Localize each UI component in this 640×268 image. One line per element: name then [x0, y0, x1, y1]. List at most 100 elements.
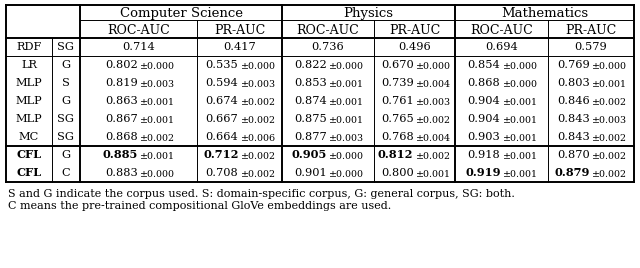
Text: 0.496: 0.496	[398, 42, 431, 52]
Text: 0.822: 0.822	[294, 60, 327, 70]
Text: 0.417: 0.417	[223, 42, 256, 52]
Text: ±0.001: ±0.001	[502, 134, 538, 143]
Text: ±0.000: ±0.000	[592, 62, 627, 71]
Text: 0.918: 0.918	[468, 150, 500, 160]
Text: ROC-AUC: ROC-AUC	[107, 24, 170, 36]
Text: CFL: CFL	[17, 150, 42, 161]
Text: ±0.000: ±0.000	[502, 62, 538, 71]
Text: C: C	[61, 168, 70, 178]
Text: ±0.000: ±0.000	[140, 62, 175, 71]
Text: 0.694: 0.694	[485, 42, 518, 52]
Text: 0.667: 0.667	[205, 114, 239, 124]
Text: 0.712: 0.712	[203, 150, 239, 161]
Text: S: S	[62, 78, 70, 88]
Text: LR: LR	[21, 60, 37, 70]
Text: 0.664: 0.664	[205, 132, 239, 142]
Text: ±0.003: ±0.003	[140, 80, 175, 89]
Text: 0.919: 0.919	[465, 168, 500, 178]
Text: 0.863: 0.863	[105, 96, 138, 106]
Text: ±0.000: ±0.000	[329, 170, 364, 179]
Text: 0.905: 0.905	[292, 150, 327, 161]
Text: G: G	[61, 60, 70, 70]
Text: SG: SG	[58, 42, 74, 52]
Text: ±0.006: ±0.006	[241, 134, 276, 143]
Text: 0.800: 0.800	[381, 168, 413, 178]
Text: ±0.001: ±0.001	[329, 80, 364, 89]
Text: Mathematics: Mathematics	[501, 7, 588, 20]
Text: Computer Science: Computer Science	[120, 7, 243, 20]
Text: 0.904: 0.904	[468, 114, 500, 124]
Text: ±0.003: ±0.003	[592, 116, 627, 125]
Text: ±0.000: ±0.000	[415, 62, 451, 71]
Text: 0.535: 0.535	[205, 60, 239, 70]
Text: ROC-AUC: ROC-AUC	[296, 24, 360, 36]
Text: 0.903: 0.903	[468, 132, 500, 142]
Text: 0.885: 0.885	[102, 150, 138, 161]
Text: 0.819: 0.819	[105, 78, 138, 88]
Text: ±0.000: ±0.000	[502, 80, 538, 89]
Text: PR-AUC: PR-AUC	[565, 24, 616, 36]
Text: 0.670: 0.670	[381, 60, 413, 70]
Text: ±0.001: ±0.001	[502, 116, 538, 125]
Text: CFL: CFL	[17, 168, 42, 178]
Text: 0.875: 0.875	[294, 114, 327, 124]
Text: MLP: MLP	[16, 78, 42, 88]
Text: ±0.001: ±0.001	[329, 116, 364, 125]
Text: ±0.002: ±0.002	[241, 116, 275, 125]
Text: 0.868: 0.868	[468, 78, 500, 88]
Text: ±0.004: ±0.004	[415, 134, 451, 143]
Text: 0.879: 0.879	[555, 168, 590, 178]
Text: 0.868: 0.868	[105, 132, 138, 142]
Text: ±0.003: ±0.003	[329, 134, 364, 143]
Text: G: G	[61, 150, 70, 160]
Text: 0.594: 0.594	[205, 78, 239, 88]
Text: ±0.002: ±0.002	[592, 170, 627, 179]
Text: ±0.001: ±0.001	[140, 98, 175, 107]
Text: PR-AUC: PR-AUC	[389, 24, 440, 36]
Text: ±0.000: ±0.000	[329, 152, 364, 161]
Text: ±0.002: ±0.002	[592, 134, 627, 143]
Text: 0.883: 0.883	[105, 168, 138, 178]
Text: ±0.002: ±0.002	[415, 116, 451, 125]
Text: MLP: MLP	[16, 96, 42, 106]
Text: 0.736: 0.736	[312, 42, 344, 52]
Text: MC: MC	[19, 132, 39, 142]
Text: ±0.003: ±0.003	[415, 98, 451, 107]
Text: 0.901: 0.901	[294, 168, 327, 178]
Text: ±0.001: ±0.001	[329, 98, 364, 107]
Text: SG: SG	[58, 132, 74, 142]
Text: ±0.000: ±0.000	[140, 170, 175, 179]
Text: ±0.002: ±0.002	[241, 170, 275, 179]
Text: ROC-AUC: ROC-AUC	[470, 24, 533, 36]
Text: PR-AUC: PR-AUC	[214, 24, 265, 36]
Text: 0.714: 0.714	[122, 42, 155, 52]
Text: 0.769: 0.769	[557, 60, 590, 70]
Text: 0.674: 0.674	[205, 96, 239, 106]
Text: 0.874: 0.874	[294, 96, 327, 106]
Text: 0.739: 0.739	[381, 78, 413, 88]
Text: 0.708: 0.708	[205, 168, 239, 178]
Text: ±0.002: ±0.002	[241, 98, 275, 107]
Text: S and G indicate the corpus used. S: domain-specific corpus, G: general corpus, : S and G indicate the corpus used. S: dom…	[8, 189, 515, 199]
Text: 0.765: 0.765	[381, 114, 413, 124]
Text: ±0.001: ±0.001	[415, 170, 451, 179]
Text: SG: SG	[58, 114, 74, 124]
Text: ±0.000: ±0.000	[241, 62, 275, 71]
Text: ±0.001: ±0.001	[502, 98, 538, 107]
Text: 0.812: 0.812	[378, 150, 413, 161]
Text: 0.853: 0.853	[294, 78, 327, 88]
Text: ±0.001: ±0.001	[592, 80, 627, 89]
Text: ±0.004: ±0.004	[415, 80, 451, 89]
Text: C means the pre-trained compositional GloVe embeddings are used.: C means the pre-trained compositional Gl…	[8, 201, 391, 211]
Text: ±0.002: ±0.002	[415, 152, 451, 161]
Text: 0.867: 0.867	[105, 114, 138, 124]
Text: 0.846: 0.846	[557, 96, 590, 106]
Text: 0.870: 0.870	[557, 150, 590, 160]
Text: ±0.001: ±0.001	[502, 170, 538, 179]
Text: Physics: Physics	[344, 7, 394, 20]
Text: ±0.002: ±0.002	[592, 98, 627, 107]
Text: ±0.002: ±0.002	[140, 134, 175, 143]
Text: 0.854: 0.854	[468, 60, 500, 70]
Text: MLP: MLP	[16, 114, 42, 124]
Text: 0.579: 0.579	[575, 42, 607, 52]
